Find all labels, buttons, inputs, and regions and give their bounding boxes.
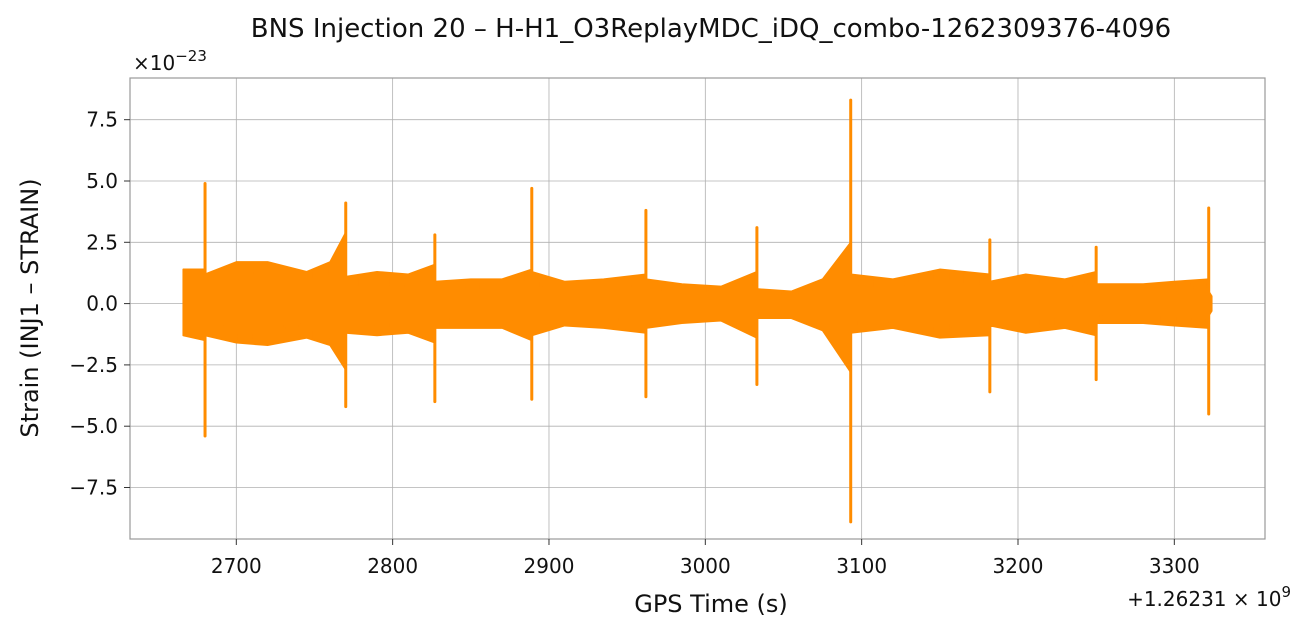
x-tick-label: 2800 — [367, 554, 418, 578]
y-axis-label: Strain (INJ1 – STRAIN) — [16, 178, 44, 437]
y-tick-label: −2.5 — [69, 353, 118, 377]
x-tick-label: 3300 — [1149, 554, 1200, 578]
y-tick-label: −5.0 — [69, 414, 118, 438]
svg-text:×10−23: ×10−23 — [133, 47, 207, 75]
x-tick-label: 2900 — [524, 554, 575, 578]
svg-text:+1.26231 × 109: +1.26231 × 109 — [1127, 583, 1291, 611]
plot-frame — [129, 77, 1266, 540]
y-scale-factor: ×10−23 — [133, 47, 207, 75]
x-tick-label: 3000 — [680, 554, 731, 578]
y-scale-base: ×10 — [133, 51, 175, 75]
y-axis-ticks: −7.5 −5.0 −2.5 0.0 2.5 5.0 7.5 — [69, 108, 130, 500]
y-tick-label: 7.5 — [86, 108, 118, 132]
y-scale-exponent: −23 — [175, 47, 207, 65]
y-tick-label: 5.0 — [86, 169, 118, 193]
chart-title: BNS Injection 20 – H-H1_O3ReplayMDC_iDQ_… — [251, 14, 1171, 44]
y-tick-label: −7.5 — [69, 476, 118, 500]
x-tick-label: 3100 — [836, 554, 887, 578]
x-offset-factor: +1.26231 × 109 — [1127, 583, 1291, 611]
strain-oscillation — [182, 243, 1212, 362]
x-offset-base: +1.26231 × 10 — [1127, 587, 1281, 611]
y-tick-label: 0.0 — [86, 292, 118, 316]
y-tick-label: 2.5 — [86, 230, 118, 254]
strain-series — [182, 98, 1213, 524]
x-offset-exponent: 9 — [1281, 583, 1291, 601]
x-axis-ticks: 2700 2800 2900 3000 3100 3200 3300 — [211, 539, 1200, 578]
x-tick-label: 3200 — [993, 554, 1044, 578]
x-tick-label: 2700 — [211, 554, 262, 578]
x-axis-label: GPS Time (s) — [634, 590, 788, 618]
